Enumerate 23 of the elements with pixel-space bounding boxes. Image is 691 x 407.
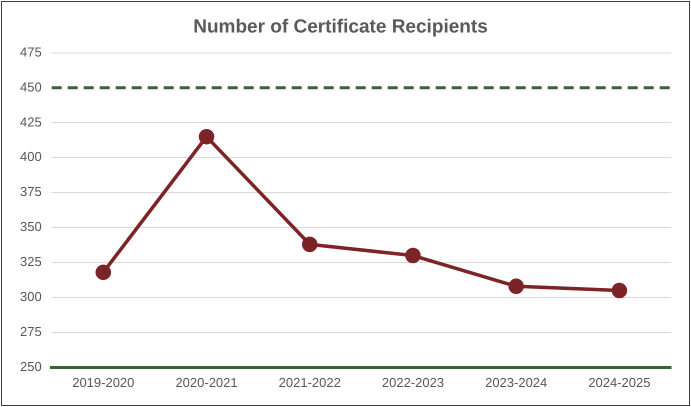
point (405, 248, 421, 264)
x-tick-label: 2024-2025 (588, 374, 650, 390)
y-tick-label: 475 (20, 44, 42, 60)
y-tick-label: 375 (20, 184, 42, 200)
point (508, 278, 524, 294)
y-tick-label: 250 (20, 358, 42, 374)
point (302, 236, 318, 252)
x-tick-label: 2023-2024 (485, 374, 548, 390)
x-tick-label: 2020-2021 (175, 374, 238, 390)
y-tick-label: 400 (20, 149, 42, 164)
point (612, 282, 628, 298)
x-tick-label: 2019-2020 (72, 374, 134, 390)
y-tick-label: 425 (20, 114, 42, 130)
y-tick-label: 300 (20, 289, 42, 304)
point (198, 128, 214, 144)
y-tick-label: 350 (20, 219, 42, 234)
point (96, 264, 112, 280)
y-tick-label: 275 (20, 324, 42, 340)
chart-title: Number of Certificate Recipients (193, 16, 488, 38)
x-tick-label: 2021-2022 (278, 374, 341, 390)
y-tick-label: 450 (20, 79, 42, 94)
x-tick-label: 2022-2023 (382, 374, 444, 390)
y-tick-label: 325 (20, 254, 42, 270)
